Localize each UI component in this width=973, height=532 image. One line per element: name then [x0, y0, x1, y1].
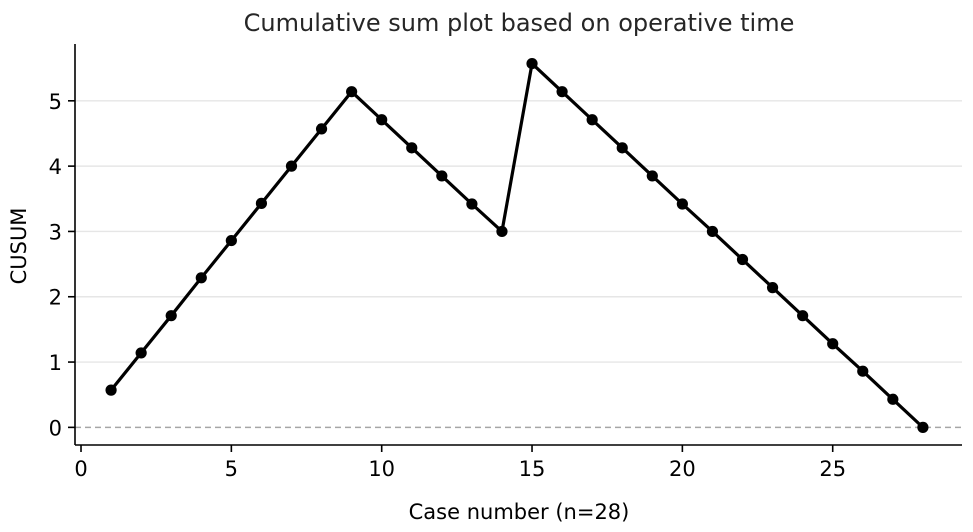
x-tick-label-10: 10 [368, 457, 395, 481]
data-point-22 [736, 253, 749, 266]
data-point-21 [706, 225, 719, 238]
y-tick-label-5: 5 [49, 90, 62, 114]
chart-title: Cumulative sum plot based on operative t… [244, 9, 795, 37]
data-point-5 [225, 234, 237, 247]
x-tick-label-20: 20 [669, 457, 696, 481]
data-point-16 [556, 86, 568, 98]
data-point-7 [285, 160, 298, 172]
y-tick-label-1: 1 [49, 351, 62, 375]
x-tick-label-25: 25 [819, 457, 846, 481]
x-ticks: 0 5 10 15 20 25 [74, 445, 846, 481]
data-point-4 [195, 272, 207, 284]
y-axis-label: CUSUM [7, 208, 31, 285]
y-tick-label-2: 2 [49, 286, 62, 310]
data-point-19 [646, 170, 658, 182]
data-point-27 [887, 393, 899, 405]
y-tick-label-0: 0 [49, 416, 62, 440]
y-tick-label-4: 4 [49, 155, 62, 179]
data-point-20 [676, 198, 688, 210]
data-point-26 [857, 365, 869, 377]
data-point-23 [766, 282, 779, 294]
x-tick-label-0: 0 [74, 457, 87, 481]
data-point-18 [616, 142, 628, 154]
data-point-14 [496, 225, 508, 238]
data-point-6 [255, 197, 268, 209]
data-point-8 [315, 123, 328, 135]
data-point-1 [105, 384, 117, 396]
grid-layer [75, 100, 962, 363]
data-point-12 [436, 170, 448, 182]
y-tick-label-3: 3 [49, 220, 62, 244]
data-point-9 [346, 86, 358, 98]
data-point-3 [165, 310, 177, 322]
data-point-24 [797, 310, 809, 322]
x-axis-label: Case number (n=28) [409, 500, 630, 524]
data-point-25 [827, 338, 839, 350]
data-point-13 [466, 198, 478, 210]
data-point-10 [376, 114, 388, 126]
data-point-15 [526, 57, 538, 70]
y-ticks: 0 1 2 3 4 5 [49, 90, 75, 440]
series-layer [105, 57, 929, 433]
data-point-17 [586, 114, 598, 126]
data-point-2 [135, 347, 147, 359]
series-line-0 [109, 61, 925, 429]
data-point-11 [406, 142, 418, 154]
data-point-28 [917, 421, 929, 433]
x-tick-label-5: 5 [225, 457, 238, 481]
x-tick-label-15: 15 [519, 457, 546, 481]
